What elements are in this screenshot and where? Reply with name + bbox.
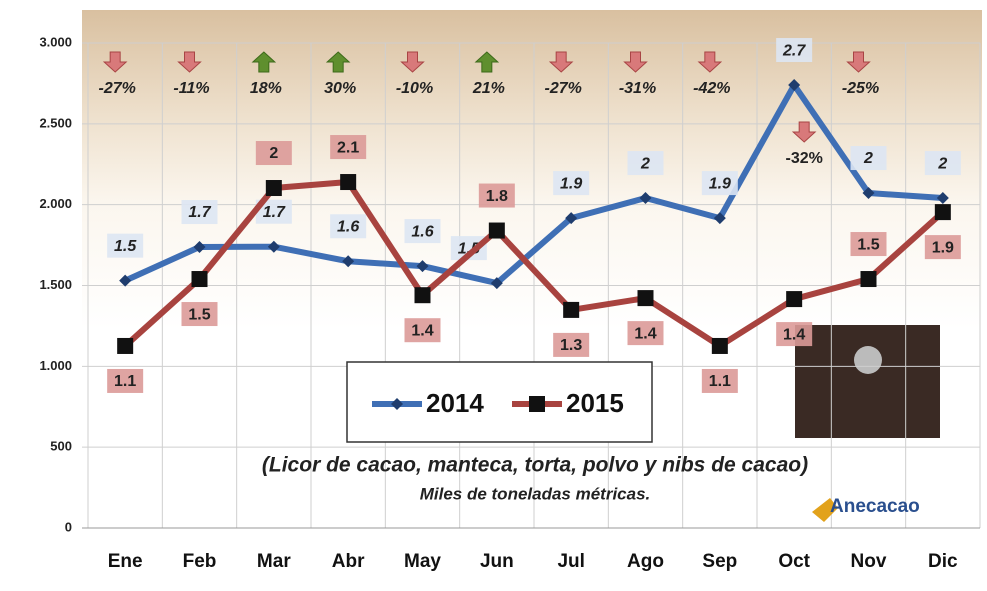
change-label: -31% [619, 80, 656, 97]
value-label: 1.5 [857, 236, 879, 253]
x-tick-label: Dic [928, 551, 958, 572]
change-label: 18% [250, 80, 282, 97]
point [712, 338, 728, 354]
value-label: 1.5 [188, 306, 210, 323]
x-tick-label: Ene [108, 551, 143, 572]
value-label: 2 [640, 155, 650, 172]
x-tick-label: Jul [557, 551, 584, 572]
legend-label: 2014 [426, 388, 484, 418]
change-label: 21% [472, 80, 505, 97]
value-label: 1.7 [188, 204, 211, 221]
change-label: -27% [544, 80, 581, 97]
value-label: 2 [863, 150, 873, 167]
value-label: 1.9 [932, 239, 954, 256]
value-label: 1.4 [634, 325, 656, 342]
y-tick-label: 500 [50, 439, 72, 454]
point [415, 287, 431, 303]
point [786, 291, 802, 307]
legend-label: 2015 [566, 388, 624, 418]
y-tick-label: 2.500 [39, 115, 72, 130]
x-tick-label: Sep [702, 551, 737, 572]
value-label: 1.6 [411, 223, 433, 240]
value-label: 1.8 [486, 188, 508, 205]
change-label: -32% [785, 150, 822, 167]
value-label: 1.4 [783, 326, 805, 343]
point [935, 204, 951, 220]
point [861, 271, 877, 287]
value-label: 1.4 [411, 322, 433, 339]
value-label: 1.9 [709, 175, 731, 192]
change-label: -27% [98, 80, 135, 97]
subtitle: (Licor de cacao, manteca, torta, polvo y… [262, 454, 808, 477]
y-tick-label: 2.000 [39, 196, 72, 211]
point [192, 271, 208, 287]
point [340, 174, 356, 190]
value-label: 2 [937, 155, 947, 172]
change-label: -11% [173, 80, 209, 97]
x-tick-label: Mar [257, 551, 291, 572]
y-tick-label: 0 [65, 519, 72, 534]
value-label: 2 [269, 145, 278, 162]
point [266, 180, 282, 196]
x-tick-label: Feb [183, 551, 217, 572]
value-label: 1.1 [709, 373, 731, 390]
point [117, 338, 133, 354]
photo-detail [854, 346, 882, 374]
x-tick-label: Abr [332, 551, 365, 572]
change-label: 30% [324, 80, 356, 97]
value-label: 1.6 [337, 218, 359, 235]
y-tick-label: 1.000 [39, 358, 72, 373]
change-label: -10% [396, 80, 433, 97]
x-tick-label: Nov [851, 551, 887, 572]
change-label: -25% [842, 80, 879, 97]
photo [795, 325, 940, 438]
value-label: 1.3 [560, 337, 582, 354]
x-tick-label: May [404, 551, 441, 572]
value-label: 1.9 [560, 175, 582, 192]
unit-label: Miles de toneladas métricas. [420, 484, 651, 503]
x-tick-label: Oct [778, 551, 810, 572]
y-tick-label: 3.000 [39, 34, 72, 49]
chart: 1.5 1.7 1.7 1.6 1.6 1.5 1.9 2 1.9 2.7 2 2 1.1 1.5 2 2.1… [0, 0, 987, 586]
x-tick-label: Ago [627, 551, 664, 572]
change-label: -42% [693, 80, 730, 97]
point [563, 302, 579, 318]
point [638, 290, 654, 306]
value-label: 1.7 [263, 204, 286, 221]
value-label: 1.1 [114, 373, 136, 390]
value-label: 2.7 [782, 42, 806, 59]
value-label: 1.5 [114, 238, 137, 255]
y-tick-label: 1.500 [39, 277, 72, 292]
value-label: 2.1 [337, 139, 359, 156]
source-logo: Anecacao [830, 496, 920, 517]
legend-marker [529, 396, 545, 412]
point [489, 223, 505, 239]
x-tick-label: Jun [480, 551, 514, 572]
